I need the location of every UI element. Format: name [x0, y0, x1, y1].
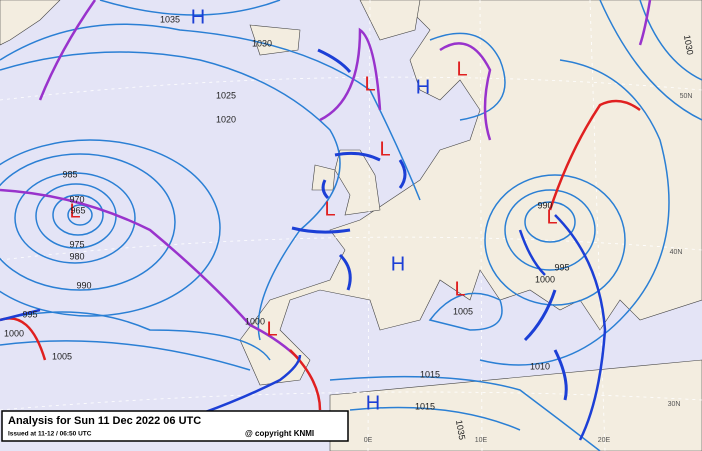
- pressure-center: L: [454, 278, 465, 300]
- isobar-label: 995: [22, 309, 37, 319]
- pressure-center: L: [324, 198, 335, 220]
- pressure-center: H: [416, 76, 430, 98]
- isobar-label: 980: [69, 251, 84, 261]
- isobar-label: 1015: [420, 369, 440, 379]
- isobar-label: 1005: [453, 306, 473, 316]
- isobar-label: 1015: [415, 401, 435, 411]
- isobar-label: 1020: [216, 114, 236, 124]
- pressure-center: L: [69, 200, 80, 222]
- isobar-label: 1030: [682, 34, 695, 55]
- isobar-label: 1035: [160, 14, 180, 24]
- isobar-label: 1000: [245, 316, 265, 326]
- pressure-center: H: [191, 6, 205, 28]
- grid-label: 40N: [670, 249, 683, 256]
- troughs: [291, 48, 568, 401]
- isobar-label: 975: [69, 239, 84, 249]
- header-box: Analysis for Sun 11 Dec 2022 06 UTC Issu…: [1, 410, 349, 442]
- grid-label: 50N: [680, 93, 693, 100]
- isobar-label: 1025: [216, 90, 236, 100]
- grid-label: 30N: [668, 401, 681, 408]
- isobar-label: 1000: [4, 328, 24, 338]
- isobar-label: 1000: [535, 274, 555, 284]
- grid-label: 10E: [475, 437, 488, 444]
- issued: Issued at 11-12 / 06:50 UTC: [8, 431, 92, 438]
- isobar-label: 1030: [252, 38, 272, 48]
- pressure-center: H: [366, 392, 380, 414]
- isobar-label: 990: [76, 280, 91, 290]
- grid-label: 20E: [598, 437, 611, 444]
- isobar-label: 970: [69, 194, 84, 204]
- isobar-label: 1010: [530, 361, 550, 371]
- isobar-label: 1005: [52, 351, 72, 361]
- pressure-center: L: [364, 73, 375, 95]
- copyright: @ copyright KNMI: [245, 429, 314, 438]
- pressure-center: L: [546, 206, 557, 228]
- isobar-label: 990: [537, 200, 552, 210]
- grid-label: 0E: [364, 437, 373, 444]
- pressure-center: H: [391, 253, 405, 275]
- pressure-center: L: [266, 318, 277, 340]
- isobar-label: 965: [70, 205, 85, 215]
- isobar-label: 995: [554, 262, 569, 272]
- pressure-center: L: [379, 138, 390, 160]
- isobar-label: 1035: [454, 419, 467, 440]
- title: Analysis for Sun 11 Dec 2022 06 UTC: [8, 415, 201, 427]
- isobar-label: 985: [62, 169, 77, 179]
- pressure-center: L: [456, 58, 467, 80]
